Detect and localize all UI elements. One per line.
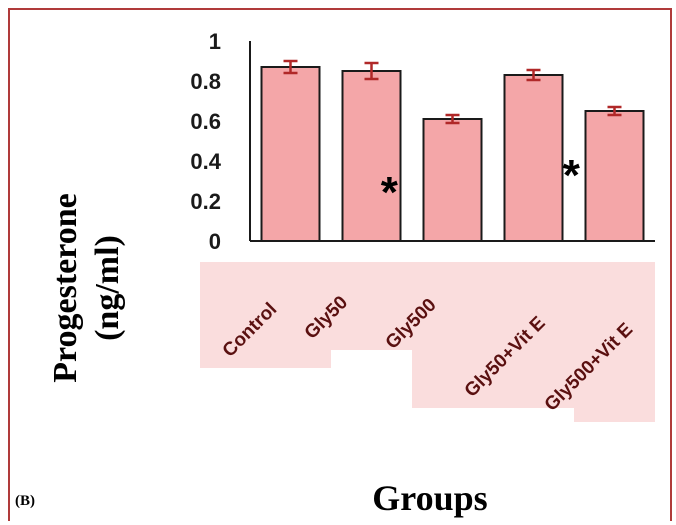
y-tick-label: 0.8 [190, 69, 221, 94]
y-tick-label: 0.4 [190, 149, 221, 174]
category-label-background [412, 262, 493, 408]
bar-control [260, 66, 321, 242]
bar-gly50-vit-e [503, 74, 564, 242]
error-bar [283, 59, 298, 75]
category-label-background [200, 262, 331, 368]
bar-gly500-vit-e [584, 110, 645, 242]
y-axis-label-line1: Progesterone [47, 193, 84, 382]
x-axis-label: Groups [372, 478, 487, 518]
significance-marker: * [563, 151, 581, 200]
error-bar [364, 61, 379, 81]
figure-frame [8, 8, 672, 521]
y-tick-label: 0 [209, 229, 221, 254]
error-bar [526, 68, 541, 82]
y-tick-label: 0.2 [190, 189, 221, 214]
category-label-backgrounds [200, 262, 655, 422]
category-label-background [574, 262, 655, 422]
error-bar [445, 113, 460, 125]
y-axis-label-line2: (ng/ml) [89, 235, 126, 341]
y-ticks: 0 0.2 0.4 0.6 0.8 1 [190, 29, 221, 254]
category-label-background [493, 262, 574, 408]
significance-marker: * [381, 168, 399, 217]
y-axis-label-group: Progesterone (ng/ml) [47, 193, 126, 382]
y-tick-label: 1 [209, 29, 221, 54]
category-label-background [331, 262, 412, 350]
error-bars [283, 59, 622, 125]
error-bar [607, 105, 622, 117]
panel-label: (B) [15, 493, 35, 509]
significance-markers: * * [381, 151, 581, 217]
bars [260, 66, 645, 242]
y-tick-label: 0.6 [190, 109, 221, 134]
bar-gly500 [422, 118, 483, 242]
